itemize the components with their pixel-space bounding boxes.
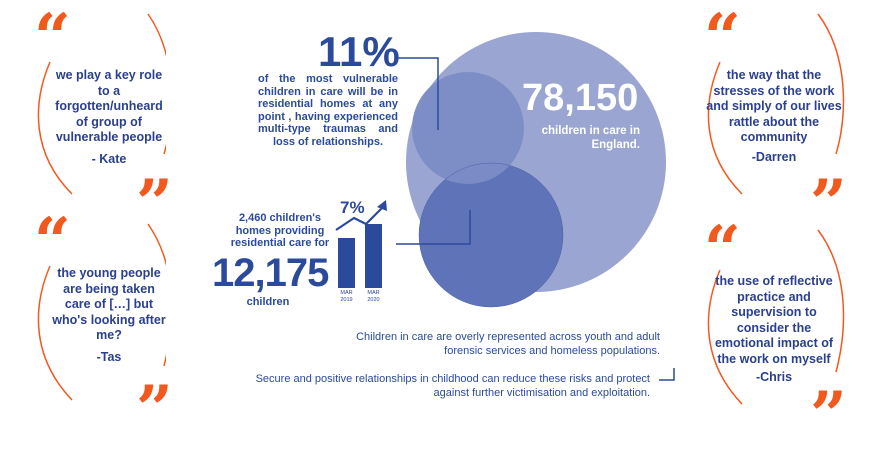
connector-line [659,368,675,381]
circle-vulnerable [412,72,524,184]
growth-percent: 7% [340,198,365,217]
stat-homes-value: 12,175 [212,251,329,295]
stat-care-text: children in care in England. [541,125,640,151]
quote-text: the young people are being taken care of… [52,266,166,342]
stat-percent-text: of the most vulnerable children in care … [258,73,398,148]
quote-text: we play a key role to a forgotten/unhear… [55,68,163,144]
bar-label: MAR 2020 [367,290,380,303]
venn-diagram [396,32,675,381]
stat-percent-value: 11% [318,28,400,75]
quote-arc-icon [707,13,845,195]
open-quote-icon: “ [34,0,71,75]
quote-author: -Tas [96,350,122,364]
quote-arc-icon [37,223,166,401]
open-quote-icon: “ [704,212,741,287]
bottom-text-representation: Children in care are overly represented … [356,331,660,357]
bottom-text-relationships: Secure and positive relationships in chi… [255,373,650,399]
stat-homes-text: 2,460 children's homes providing residen… [230,212,330,249]
growth-arrow-icon [335,200,387,231]
quote-arc-icon [37,13,166,195]
close-quote-icon: ” [136,166,173,241]
connector-line [396,210,471,245]
quote-author: -Chris [755,370,793,384]
bar-2020 [365,224,382,288]
stat-care-value: 78,150 [522,77,639,119]
quote-author: - Kate [91,152,127,166]
quote-author: -Darren [751,150,797,164]
bar-label: MAR 2019 [340,290,353,303]
close-quote-icon: ” [810,166,847,241]
open-quote-icon: “ [34,204,71,279]
quote-text: the way that the stresses of the work an… [706,68,842,144]
circle-residential-care [419,163,563,307]
connector-line [398,57,439,130]
quote-text: the use of reflective practice and super… [714,274,834,366]
bar-2019 [338,238,355,288]
open-quote-icon: “ [704,0,741,75]
stat-homes-unit: children [246,296,290,308]
quote-arc-icon [707,229,845,405]
